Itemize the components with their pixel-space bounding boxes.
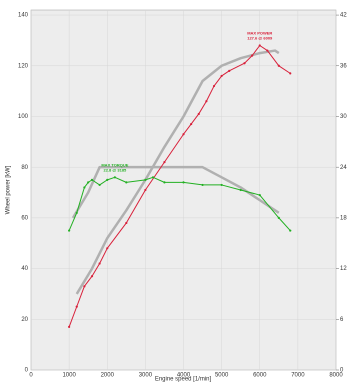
data-point	[87, 181, 90, 184]
data-point	[75, 305, 78, 308]
x-tick-label: 2000	[101, 373, 115, 379]
data-point	[125, 181, 128, 184]
y2-tick-label: 30	[340, 114, 347, 120]
y2-tick-label: 18	[340, 215, 347, 221]
data-point	[190, 122, 193, 126]
data-point	[289, 72, 292, 75]
annotation: 22.8 @ 3185	[103, 167, 127, 172]
data-point	[277, 64, 280, 67]
data-point	[258, 193, 261, 197]
data-point	[201, 183, 204, 187]
y2-tick-label: 6	[340, 317, 344, 323]
data-point	[83, 186, 86, 189]
y2-tick-label: 36	[340, 63, 347, 69]
data-point	[113, 176, 116, 179]
y-tick-label: 0	[25, 368, 29, 374]
data-point	[90, 178, 94, 181]
data-point	[197, 112, 200, 116]
x-tick-label: 0	[29, 373, 33, 379]
data-point	[90, 275, 94, 278]
data-point	[277, 216, 280, 219]
annotation: MAX POWER	[247, 31, 272, 36]
data-point	[182, 133, 185, 136]
x-tick-label: 6000	[253, 373, 267, 379]
data-point	[220, 183, 223, 187]
data-point	[83, 285, 86, 288]
y2-tick-label: 0	[340, 368, 344, 374]
annotation: MAX TORQUE	[101, 162, 128, 167]
series-line	[68, 44, 291, 328]
data-point	[106, 247, 109, 250]
data-point	[144, 188, 147, 192]
x-tick-label: 5000	[215, 373, 229, 379]
data-point	[220, 74, 223, 78]
y-tick-label: 80	[21, 165, 28, 171]
data-point	[239, 188, 242, 192]
data-point	[163, 181, 166, 184]
x-tick-label: 8000	[329, 373, 343, 379]
data-point	[266, 49, 269, 52]
y-tick-label: 20	[21, 317, 28, 323]
y-axis-label: Wheel power [kW]	[6, 165, 12, 214]
data-point	[125, 221, 128, 225]
data-point	[289, 229, 292, 232]
series-line	[71, 165, 280, 219]
data-point	[182, 181, 185, 184]
data-point	[106, 178, 109, 181]
annotation: 127.6 @ 6009	[247, 36, 273, 41]
data-point	[258, 44, 261, 47]
x-axis-label: Engine speed [1/min]	[155, 377, 212, 383]
data-point	[212, 84, 216, 88]
y-tick-label: 100	[18, 114, 29, 120]
data-point	[144, 178, 147, 181]
data-point	[75, 211, 78, 214]
data-point	[251, 54, 254, 57]
x-tick-label: 7000	[291, 373, 305, 379]
y-tick-label: 60	[21, 215, 28, 221]
data-point	[98, 183, 101, 187]
data-point	[205, 100, 208, 103]
y2-tick-label: 24	[340, 165, 347, 171]
data-point	[68, 325, 71, 329]
series-line	[75, 49, 280, 295]
y2-tick-label: 12	[340, 266, 347, 272]
data-point	[228, 69, 231, 72]
y2-tick-label: 42	[340, 13, 347, 19]
x-tick-label: 3000	[139, 373, 153, 379]
y-tick-label: 120	[18, 63, 29, 69]
data-point	[68, 229, 71, 232]
data-point	[163, 161, 166, 164]
y-tick-label: 40	[21, 266, 28, 272]
x-tick-label: 1000	[62, 373, 76, 379]
x-tick-label: 4000	[177, 373, 191, 379]
y-tick-label: 140	[18, 13, 29, 19]
data-point	[151, 176, 155, 179]
data-point	[243, 62, 246, 65]
data-point	[98, 262, 101, 265]
